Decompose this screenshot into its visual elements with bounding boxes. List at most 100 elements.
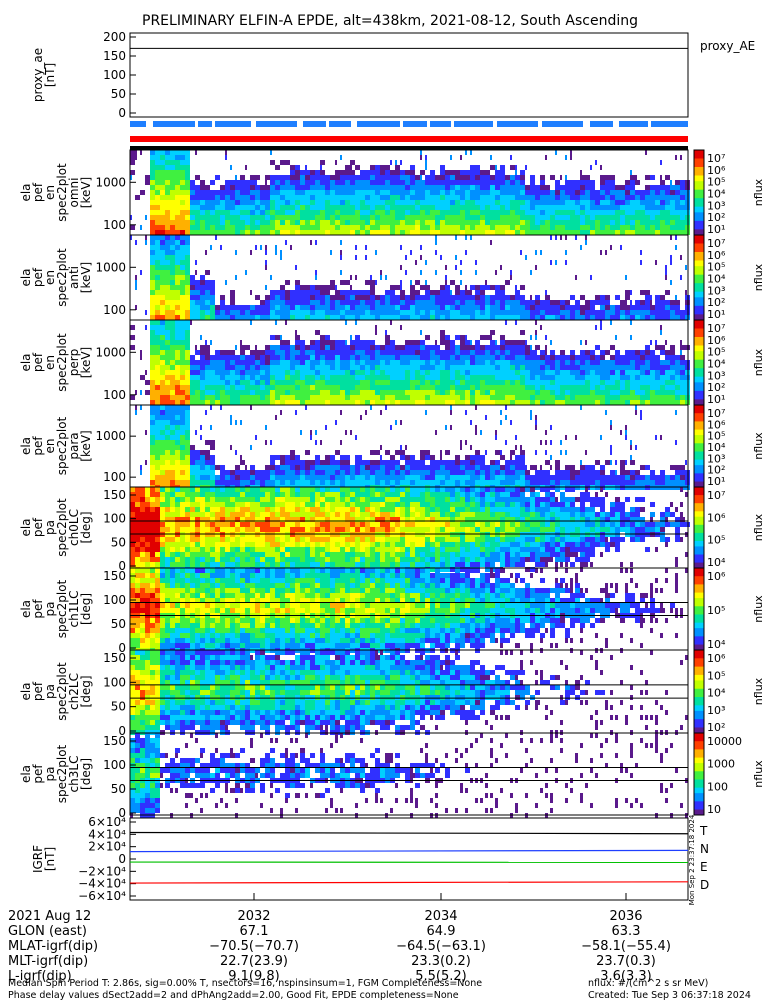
- y-axis-label: [deg]: [79, 758, 93, 790]
- y-axis-label: en: [43, 185, 57, 200]
- panel-pa-ch2: 150100500elapefpaspec2plotch2LC[deg]10⁶1…: [19, 649, 765, 738]
- igrf-line-N: [129, 849, 689, 853]
- x-tick-label: 2034: [424, 909, 457, 924]
- colorbar-tick-label: 10¹: [707, 308, 725, 321]
- y-tick-label: 0: [118, 724, 126, 738]
- igrf-line-D: [129, 881, 689, 884]
- igrf-legend-D: D: [700, 878, 709, 892]
- y-axis-label: spec2plot: [55, 662, 69, 721]
- y-axis-label: en: [43, 439, 57, 454]
- x-tick-label: 2032: [237, 909, 270, 924]
- footer-created: Created: Tue Sep 3 06:37:18 2024: [588, 990, 751, 1000]
- y-tick-label: 50: [111, 782, 126, 796]
- ephemeris-value: 63.3: [612, 924, 641, 939]
- colorbar-tick-label: 10⁶: [707, 249, 726, 262]
- ephemeris-row-label: GLON (east): [8, 924, 87, 939]
- colorbar-tick-label: 10⁴: [707, 441, 726, 454]
- colorbar-tick-label: 10¹: [707, 475, 725, 488]
- y-axis-label: pef: [31, 436, 45, 456]
- y-axis-label: pa: [43, 520, 57, 535]
- colorbar-tick-label: 10⁴: [707, 273, 726, 286]
- y-axis-label: [deg]: [79, 676, 93, 708]
- panel-spec-1: 1000100elapefenspec2plotomni[keV]10⁷10⁶1…: [19, 149, 765, 236]
- footer: Median Spin Period T: 2.86s, sig=0.00% T…: [8, 814, 751, 1000]
- igrf-legend-N: N: [700, 842, 709, 856]
- y-axis-label: [nT]: [43, 847, 57, 871]
- colorbar-tick-label: 10⁴: [707, 687, 726, 700]
- colorbar-label: nflux: [752, 677, 765, 705]
- y-axis-label: ch0LC: [67, 509, 81, 546]
- colorbar-tick-label: 1000: [707, 758, 735, 771]
- y-tick-label: 1000: [95, 429, 126, 443]
- y-tick-label: 150: [103, 651, 126, 665]
- y-tick-label: −2×10⁴: [78, 864, 126, 878]
- y-axis-label: spec2plot: [55, 579, 69, 638]
- y-tick-label: 1000: [95, 345, 126, 359]
- colorbar-tick-label: 10⁵: [707, 669, 725, 682]
- y-axis-label: [keV]: [79, 262, 93, 293]
- colorbar: 10000 1000 100 10 nflux: [693, 732, 765, 816]
- y-tick-label: 150: [103, 569, 126, 583]
- y-tick-label: 50: [111, 617, 126, 631]
- y-axis-label: spec2plot: [55, 163, 69, 222]
- y-axis-label: spec2plot: [55, 498, 69, 557]
- colorbar-label: nflux: [752, 178, 765, 206]
- colorbar: 10⁷ 10⁶ 10⁵ 10⁴ nflux: [693, 486, 765, 569]
- y-tick-label: 100: [103, 758, 126, 772]
- y-axis-label: ela: [19, 600, 33, 618]
- colorbar-label: nflux: [752, 263, 765, 291]
- sun-bar: [130, 136, 688, 142]
- date-label: 2021 Aug 12: [8, 909, 91, 924]
- y-tick-label: 150: [103, 49, 126, 63]
- y-axis-label: ch3LC: [67, 756, 81, 793]
- colorbar-tick-label: 10⁵: [707, 261, 725, 274]
- colorbar-tick-label: 10²: [707, 464, 725, 477]
- panel-spec-4: 1000100elapefenspec2plotpara[keV]10⁷10⁶1…: [19, 404, 765, 490]
- panel-frame: [129, 32, 689, 118]
- y-tick-label: 0: [118, 806, 126, 820]
- y-axis-label: pef: [31, 681, 45, 701]
- panel-pa-ch0: 150100500elapefpaspec2plotch0LC[deg]10⁷1…: [19, 486, 765, 573]
- y-tick-label: −4×10⁴: [78, 877, 126, 891]
- y-axis-label: spec2plot: [55, 248, 69, 307]
- igrf-line-T: [129, 831, 689, 835]
- y-axis-label: [keV]: [79, 347, 93, 378]
- y-tick-label: 0: [118, 559, 126, 573]
- colorbar-tick-label: 10²: [707, 211, 725, 224]
- y-axis-label: pef: [31, 764, 45, 784]
- ephemeris-row-label: MLT-igrf(dip): [8, 954, 88, 969]
- colorbar-label: nflux: [752, 760, 765, 788]
- colorbar-tick-label: 10⁶: [707, 418, 726, 431]
- y-tick-label: 100: [103, 68, 126, 82]
- colorbar-tick-label: 10⁴: [707, 556, 726, 569]
- y-axis-label: ela: [19, 183, 33, 201]
- colorbar-tick-label: 10²: [707, 721, 725, 734]
- y-axis-label: IGRF: [31, 845, 45, 873]
- colorbar-label: nflux: [752, 348, 765, 376]
- ephemeris-value: 64.9: [427, 924, 456, 939]
- y-tick-label: 0: [118, 106, 126, 120]
- plot-title: PRELIMINARY ELFIN-A EPDE, alt=438km, 202…: [142, 13, 638, 29]
- y-tick-label: 100: [103, 470, 126, 484]
- y-axis-label: ela: [19, 682, 33, 700]
- y-tick-label: 1000: [95, 175, 126, 189]
- footer-line-1: Median Spin Period T: 2.86s, sig=0.00% T…: [8, 978, 482, 989]
- y-tick-label: 100: [103, 675, 126, 689]
- colorbar-tick-label: 10³: [707, 199, 725, 212]
- y-axis-label: spec2plot: [55, 744, 69, 803]
- y-axis-label: pef: [31, 267, 45, 287]
- ephemeris-value: 67.1: [240, 924, 269, 939]
- y-axis-label: [deg]: [79, 512, 93, 544]
- y-axis-label: en: [43, 270, 57, 285]
- y-axis-label: spec2plot: [55, 333, 69, 392]
- panel-proxy-ae: 200 150 100 50 0 proxy_ae[nT] proxy_AE: [31, 30, 755, 120]
- y-tick-label: 6×10⁴: [88, 815, 126, 829]
- panel-spec-2: 1000100elapefenspec2plotanti[keV]10⁷10⁶1…: [19, 234, 765, 321]
- ephemeris-value: 9.1(9.8): [228, 969, 280, 984]
- y-tick-label: 150: [103, 488, 126, 502]
- separator-bar: [130, 146, 688, 150]
- colorbar-tick-label: 10⁶: [707, 511, 726, 524]
